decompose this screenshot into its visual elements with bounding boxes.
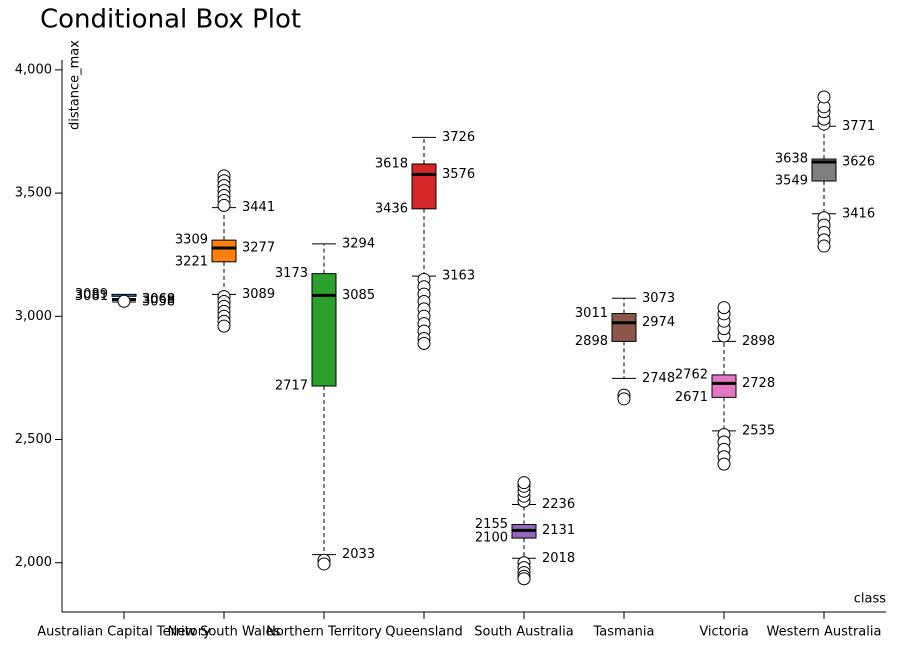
whisker-high-label: 3073 <box>642 291 675 306</box>
q3-label: 2155 <box>475 517 508 532</box>
whisker-low-label: 2748 <box>642 371 675 386</box>
y-tick-label: 3,500 <box>15 186 52 201</box>
outlier <box>217 319 231 333</box>
outlier <box>517 476 531 490</box>
box <box>711 374 737 398</box>
q1-label: 3221 <box>175 254 208 269</box>
outlier <box>517 572 531 586</box>
outlier <box>817 90 831 104</box>
q3-label: 3309 <box>175 233 208 248</box>
x-tick-label: Western Australia <box>767 625 882 640</box>
whisker-low-label: 3163 <box>442 269 475 284</box>
median-label: 3085 <box>342 288 375 303</box>
q3-label: 3638 <box>775 152 808 167</box>
whisker-low-label: 3058 <box>142 294 175 309</box>
x-tick-label: Australian Capital Territory <box>37 625 211 640</box>
box <box>611 313 637 342</box>
box <box>811 158 837 182</box>
y-tick-label: 2,000 <box>15 555 52 570</box>
q1-label: 3549 <box>775 173 808 188</box>
median-label: 3626 <box>842 155 875 170</box>
x-tick-label: Northern Territory <box>266 625 382 640</box>
whisker-low-label: 2018 <box>542 551 575 566</box>
q3-label: 3089 <box>75 287 108 302</box>
x-tick-label: Tasmania <box>593 625 655 640</box>
box <box>211 239 237 263</box>
q1-label: 3081 <box>75 289 108 304</box>
q1-label: 2671 <box>675 390 708 405</box>
x-tick-label: Queensland <box>385 625 463 640</box>
whisker-high-label: 3294 <box>342 236 375 251</box>
whisker-high-label: 3069 <box>142 292 175 307</box>
whisker-high-label: 2898 <box>742 334 775 349</box>
x-axis-label: class <box>854 592 886 607</box>
outlier <box>217 198 231 212</box>
q3-label: 3011 <box>575 306 608 321</box>
median-label: 3277 <box>242 241 275 256</box>
whisker-low-label: 3089 <box>242 287 275 302</box>
y-tick-label: 4,000 <box>15 62 52 77</box>
whisker-low-label: 2033 <box>342 547 375 562</box>
q1-label: 2100 <box>475 531 508 546</box>
whisker-high-label: 3726 <box>442 130 475 145</box>
outlier <box>717 457 731 471</box>
outlier <box>117 294 131 308</box>
x-tick-label: New South Wales <box>168 625 281 640</box>
q1-label: 2898 <box>575 334 608 349</box>
outlier <box>617 392 631 406</box>
outlier <box>817 239 831 253</box>
box <box>411 163 437 210</box>
median-label: 2974 <box>642 315 675 330</box>
whisker-low-label: 3416 <box>842 206 875 221</box>
y-tick-label: 2,500 <box>15 432 52 447</box>
median-label: 3068 <box>142 292 175 307</box>
chart-title: Conditional Box Plot <box>40 5 301 35</box>
y-tick-label: 3,000 <box>15 309 52 324</box>
median-label: 2131 <box>542 523 575 538</box>
median-label: 3576 <box>442 167 475 182</box>
q3-label: 3618 <box>375 156 408 171</box>
q1-label: 2717 <box>275 379 308 394</box>
median-label: 2728 <box>742 376 775 391</box>
box <box>311 273 337 387</box>
q1-label: 3436 <box>375 201 408 216</box>
q3-label: 3173 <box>275 266 308 281</box>
y-axis-label: distance_max <box>68 40 83 130</box>
outlier <box>417 336 431 350</box>
whisker-high-label: 3771 <box>842 119 875 134</box>
x-tick-label: South Australia <box>474 625 573 640</box>
outlier <box>717 301 731 315</box>
whisker-high-label: 2236 <box>542 497 575 512</box>
q3-label: 2762 <box>675 367 708 382</box>
outlier <box>317 557 331 571</box>
whisker-low-label: 2535 <box>742 423 775 438</box>
x-tick-label: Victoria <box>699 625 748 640</box>
whisker-high-label: 3441 <box>242 200 275 215</box>
